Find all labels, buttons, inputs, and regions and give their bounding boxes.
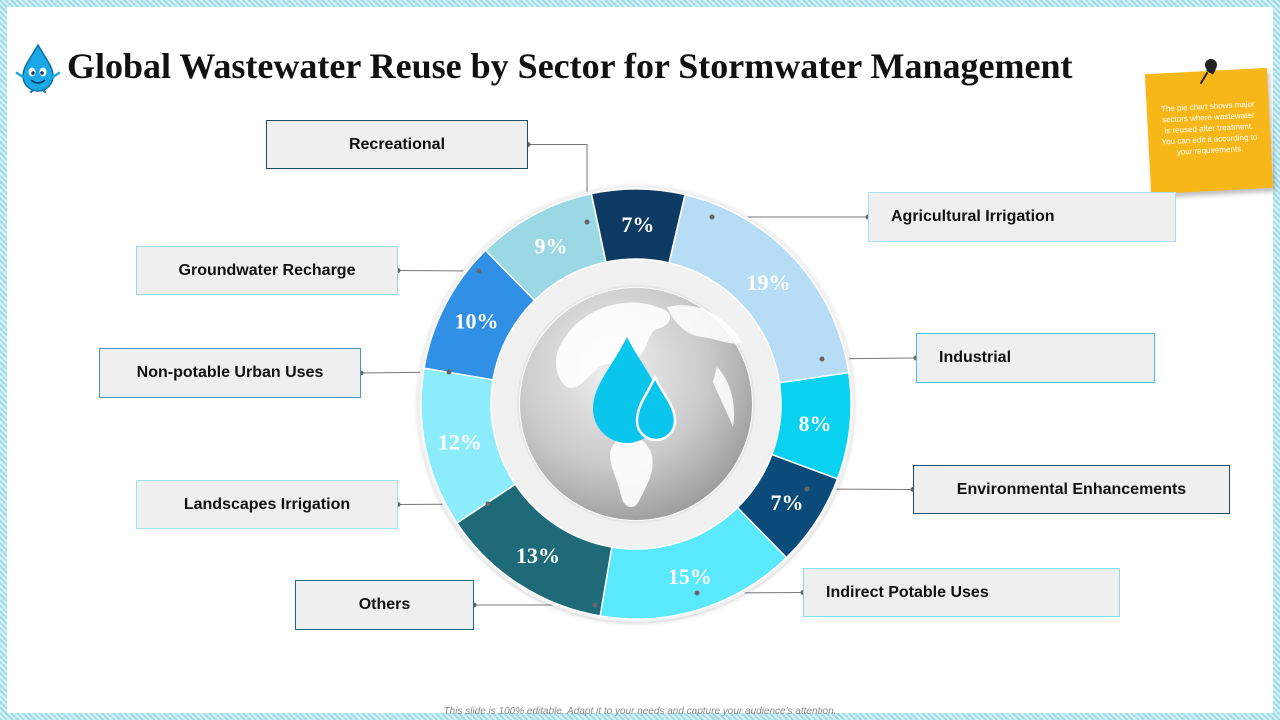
slice-value-label: 9% [534, 233, 567, 258]
leader-dot [485, 501, 491, 507]
legend-box-others: Others [295, 580, 474, 630]
legend-label: Indirect Potable Uses [826, 583, 989, 601]
leader-dot [709, 214, 715, 220]
slice-value-label: 13% [516, 543, 560, 568]
leader-dot [804, 486, 810, 492]
footer-note: This slide is 100% editable. Adapt it to… [443, 706, 837, 717]
legend-label: Industrial [939, 349, 1012, 366]
leader-dot [584, 219, 590, 225]
legend-box-groundwater-recharge: Groundwater Recharge [136, 246, 398, 295]
push-pin-icon [1200, 59, 1217, 84]
water-drop-mascot-icon [15, 43, 61, 93]
donut-chart: 7% 19% 8% 7% 15% 13% 12% 10% 9% [358, 142, 919, 622]
leader-dot [694, 590, 700, 596]
legend-box-agricultural-irrigation: Agricultural Irrigation [868, 192, 1176, 242]
legend-label: Recreational [348, 135, 446, 153]
page-title: Global Wastewater Reuse by Sector for St… [67, 46, 1073, 86]
legend-label: Others [358, 596, 411, 613]
globe-water-drop-icon [517, 285, 755, 523]
slice-value-label: 10% [454, 309, 498, 334]
slice-value-label: 12% [438, 429, 482, 454]
slice-value-label: 8% [799, 411, 832, 436]
legend-box-recreational: Recreational [266, 120, 528, 169]
leader-dot [592, 602, 598, 608]
legend-label: Landscapes Irrigation [183, 495, 351, 513]
slice-value-label: 15% [668, 564, 712, 589]
legend-label: Non-potable Urban Uses [136, 364, 324, 381]
slice-value-label: 7% [621, 212, 654, 237]
legend-label: Groundwater Recharge [178, 261, 356, 279]
legend-box-non-potable-urban-uses: Non-potable Urban Uses [99, 348, 361, 398]
donut-slice-groundwater-recharge [484, 192, 607, 302]
slice-value-label: 19% [746, 270, 790, 295]
legend-box-industrial: Industrial [916, 333, 1155, 383]
legend-box-indirect-potable-uses: Indirect Potable Uses [803, 568, 1120, 617]
leader-dot [476, 268, 482, 274]
legend-label: Environmental Enhancements [956, 480, 1187, 498]
leader-dot [446, 369, 452, 375]
slice-value-label: 7% [770, 490, 803, 515]
leader-dot [819, 356, 825, 362]
legend-box-landscapes-irrigation: Landscapes Irrigation [136, 480, 398, 529]
legend-label: Agricultural Irrigation [891, 208, 1055, 225]
legend-box-environmental-enhancements: Environmental Enhancements [913, 465, 1230, 514]
